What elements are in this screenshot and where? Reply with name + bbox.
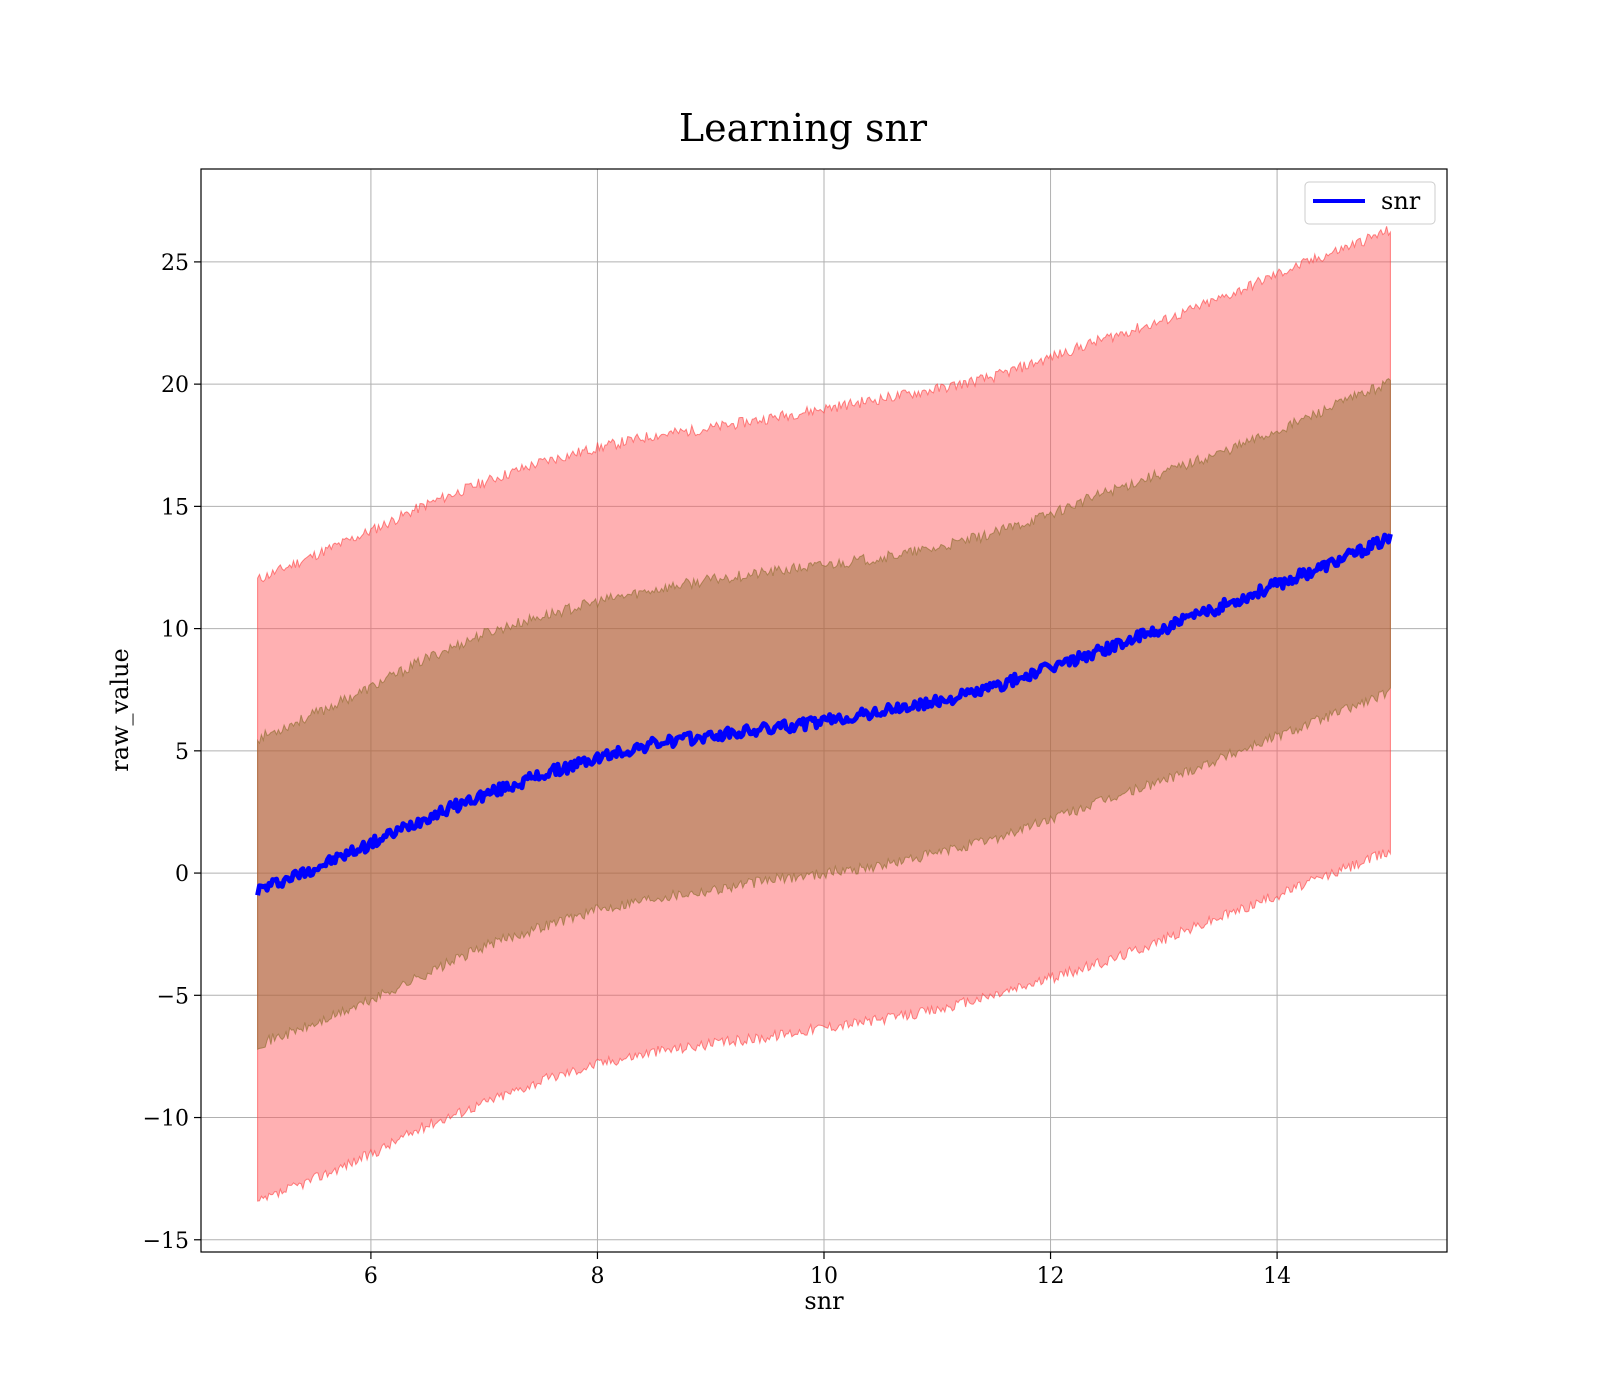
outer-band	[257, 226, 1391, 1202]
inner-band	[257, 377, 1391, 1050]
line-layer	[255, 532, 1393, 896]
tick-layer: 6 8 10 12 14 −15 −10 −5 0 5 10 15 20 25	[143, 251, 1292, 1289]
y-tick-label: 5	[175, 740, 189, 765]
grid-layer	[201, 169, 1447, 1252]
x-tick-label: 10	[810, 1264, 838, 1289]
y-tick-label: 0	[175, 862, 189, 887]
y-tick-label: 15	[161, 495, 189, 520]
y-tick-label: 20	[161, 373, 189, 398]
x-tick-label: 6	[364, 1264, 378, 1289]
y-tick-label: −5	[157, 984, 189, 1009]
x-tick-label: 12	[1037, 1264, 1065, 1289]
y-axis-label: raw_value	[106, 648, 134, 772]
legend-label-snr: snr	[1381, 187, 1421, 215]
y-tick-label: −15	[143, 1229, 189, 1254]
series-line-snr	[255, 532, 1393, 896]
y-tick-label: 25	[161, 251, 189, 276]
y-tick-label: 10	[161, 618, 189, 643]
legend-box	[1304, 181, 1436, 225]
band-layer	[257, 226, 1391, 1202]
x-axis-label: snr	[804, 1287, 844, 1315]
x-tick-label: 8	[590, 1264, 604, 1289]
chart-title: Learning snr	[679, 106, 928, 150]
x-tick-label: 14	[1263, 1264, 1291, 1289]
y-tick-label: −10	[143, 1107, 189, 1132]
legend: snr	[1304, 181, 1436, 225]
